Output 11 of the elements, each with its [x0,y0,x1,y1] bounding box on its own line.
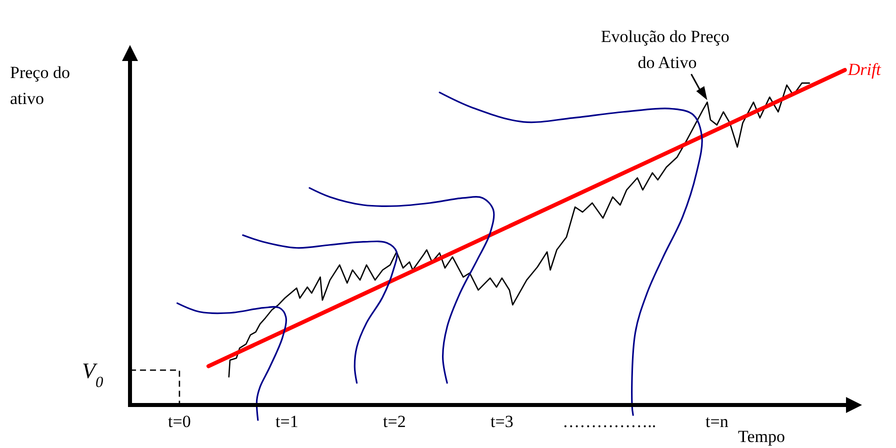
x-tick-label: t=2 [383,412,406,431]
x-tick-label: t=0 [168,412,191,431]
series-label: Drift [846,60,882,79]
x-tick-label: t=1 [276,412,298,431]
x-tick-label: t=n [706,412,729,431]
x-tick-label: …………….. [562,412,656,431]
annotation: Evolução do Preço do Ativo [600,27,734,72]
x-axis-title: Tempo [738,427,785,446]
ref-line-label: V$_{0}$ [82,358,104,391]
x-tick-label: t=3 [490,412,514,431]
y-axis-title: Preço do ativo [10,63,74,108]
